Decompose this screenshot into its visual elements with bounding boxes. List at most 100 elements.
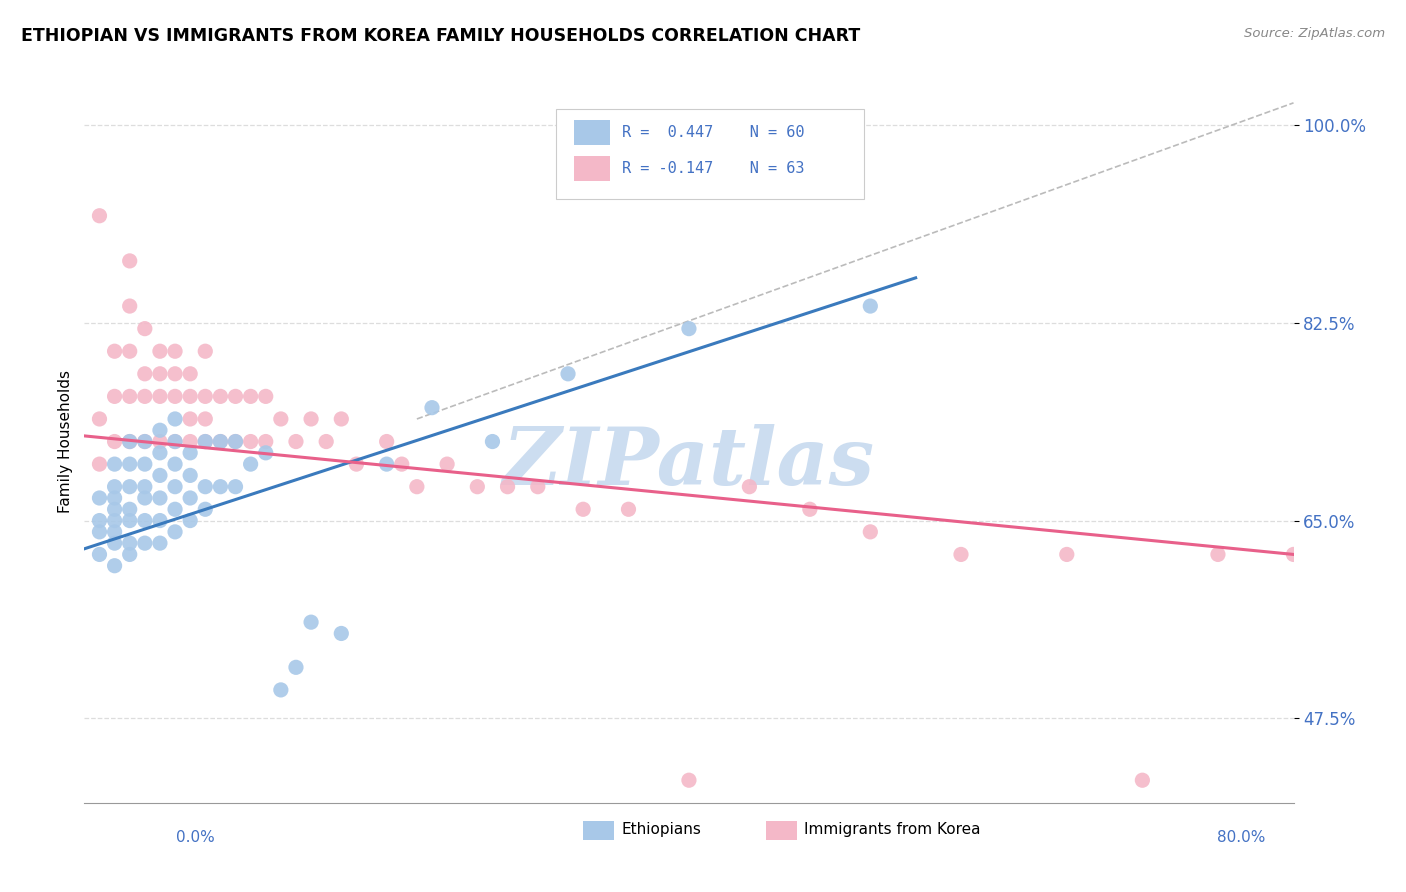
Point <box>149 389 172 403</box>
Point <box>179 446 201 460</box>
Point <box>149 344 172 359</box>
Point <box>375 457 398 471</box>
Point <box>270 682 292 697</box>
Point <box>104 536 127 550</box>
Point <box>194 434 217 449</box>
Point <box>118 502 141 516</box>
Point <box>194 389 217 403</box>
Point <box>859 524 882 539</box>
Point <box>118 480 141 494</box>
Point <box>179 367 201 381</box>
Point <box>179 514 201 528</box>
Point <box>285 660 308 674</box>
Point <box>104 502 127 516</box>
Point <box>557 367 579 381</box>
Point <box>104 491 127 505</box>
Point <box>165 434 187 449</box>
Point <box>617 502 640 516</box>
Point <box>89 457 111 471</box>
Point <box>209 434 232 449</box>
Point <box>104 344 127 359</box>
Point <box>179 468 201 483</box>
Point <box>194 502 217 516</box>
Point <box>950 548 973 562</box>
Point <box>194 480 217 494</box>
Point <box>254 434 277 449</box>
Point <box>330 626 353 640</box>
Point <box>799 502 821 516</box>
Point <box>134 389 156 403</box>
Point <box>406 480 429 494</box>
Point <box>118 536 141 550</box>
Point <box>165 457 187 471</box>
Point <box>89 548 111 562</box>
Point <box>194 344 217 359</box>
Point <box>420 401 443 415</box>
Point <box>391 457 413 471</box>
Text: R =  0.447    N = 60: R = 0.447 N = 60 <box>623 125 806 140</box>
Point <box>149 491 172 505</box>
Point <box>209 434 232 449</box>
Point <box>225 434 247 449</box>
Point <box>179 491 201 505</box>
Point <box>1206 548 1229 562</box>
Point <box>118 299 141 313</box>
Point <box>330 412 353 426</box>
Point <box>1056 548 1078 562</box>
Point <box>165 389 187 403</box>
Point <box>134 536 156 550</box>
FancyBboxPatch shape <box>555 109 865 200</box>
Point <box>134 491 156 505</box>
Point <box>104 558 127 573</box>
Point <box>254 389 277 403</box>
Point <box>149 446 172 460</box>
Point <box>239 434 262 449</box>
Point <box>149 367 172 381</box>
Point <box>436 457 458 471</box>
Point <box>134 321 156 335</box>
Point <box>209 480 232 494</box>
Point <box>527 480 550 494</box>
Point <box>270 412 292 426</box>
Point <box>118 344 141 359</box>
Point <box>118 389 141 403</box>
Point <box>496 480 519 494</box>
Point <box>194 412 217 426</box>
Point <box>299 412 322 426</box>
Point <box>165 524 187 539</box>
Point <box>1282 548 1305 562</box>
Point <box>194 434 217 449</box>
Point <box>104 480 127 494</box>
Text: 0.0%: 0.0% <box>176 830 215 845</box>
Point <box>165 502 187 516</box>
Point <box>89 491 111 505</box>
Point <box>299 615 322 629</box>
Point <box>678 773 700 788</box>
Point <box>738 480 761 494</box>
Point <box>165 367 187 381</box>
Point <box>104 434 127 449</box>
Point <box>225 434 247 449</box>
Text: R = -0.147    N = 63: R = -0.147 N = 63 <box>623 161 806 176</box>
Point <box>225 389 247 403</box>
Bar <box>574 120 610 145</box>
Y-axis label: Family Households: Family Households <box>58 370 73 513</box>
Point <box>134 457 156 471</box>
Point <box>179 434 201 449</box>
Point <box>165 344 187 359</box>
Point <box>89 412 111 426</box>
Point <box>285 434 308 449</box>
Point <box>149 514 172 528</box>
Text: Immigrants from Korea: Immigrants from Korea <box>804 822 981 837</box>
Point <box>104 524 127 539</box>
Point <box>179 389 201 403</box>
Text: Ethiopians: Ethiopians <box>621 822 702 837</box>
Point <box>118 457 141 471</box>
Point <box>104 389 127 403</box>
Point <box>149 468 172 483</box>
Point <box>118 514 141 528</box>
Point <box>118 434 141 449</box>
Point <box>118 548 141 562</box>
Point <box>209 389 232 403</box>
Point <box>375 434 398 449</box>
